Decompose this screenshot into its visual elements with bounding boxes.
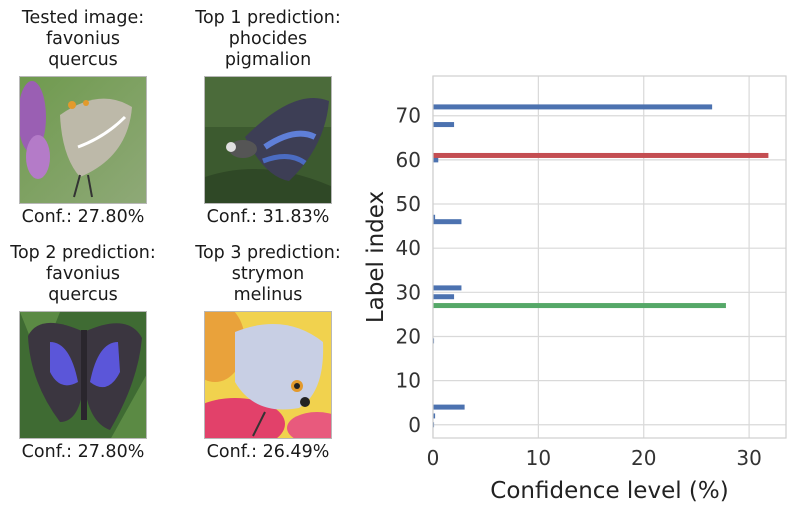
plot-frame: [432, 75, 787, 439]
bar-label-47: [433, 214, 436, 220]
y-tick-label: 10: [396, 369, 421, 393]
panel-top2: Top 2 prediction: favonius quercus: [8, 243, 158, 306]
butterfly-image-top2: [19, 311, 147, 439]
butterfly-image-top1: [204, 76, 332, 204]
panel-title: Top 1 prediction: phocides pigmalion: [195, 8, 341, 70]
y-axis-label: Label index: [363, 191, 389, 323]
x-tick-label: 10: [526, 446, 551, 470]
y-tick-label: 0: [408, 413, 421, 437]
panel-title: Top 2 prediction: favonius quercus: [10, 243, 156, 305]
bar-label-60: [433, 157, 439, 163]
bar-label-29: [433, 294, 455, 300]
x-axis-label: Confidence level (%): [490, 478, 728, 504]
conf-top2: Conf.: 27.80%: [21, 442, 145, 462]
conf-top1: Conf.: 31.83%: [206, 207, 330, 227]
bar-label-4: [433, 404, 465, 410]
conf-tested: Conf.: 27.80%: [21, 207, 145, 227]
x-tick-label: 20: [631, 446, 656, 470]
bar-label-31: [433, 285, 462, 291]
y-tick-label: 20: [396, 324, 421, 348]
y-tick-label: 50: [396, 192, 421, 216]
x-tick-label: 30: [736, 446, 761, 470]
bar-label-72: [433, 104, 713, 110]
bar-label-46: [433, 219, 462, 225]
butterfly-image-top3: [204, 311, 332, 439]
bar-label-2: [433, 413, 436, 419]
panel-top3: Top 3 prediction: strymon melinus: [193, 243, 343, 306]
y-tick-label: 30: [396, 280, 421, 304]
panel-title: Top 3 prediction: strymon melinus: [195, 243, 341, 305]
y-tick-label: 70: [396, 104, 421, 128]
x-tick-label: 0: [427, 446, 440, 470]
bar-label-27: [433, 303, 726, 309]
y-tick-label: 40: [396, 236, 421, 260]
panel-tested: Tested image: favonius quercus: [8, 8, 158, 71]
bar-label-68: [433, 122, 455, 128]
bar-label-61: [433, 152, 769, 158]
panel-top1: Top 1 prediction: phocides pigmalion: [193, 8, 343, 71]
butterfly-image-tested: [19, 76, 147, 204]
conf-top3: Conf.: 26.49%: [206, 442, 330, 462]
panel-title: Tested image: favonius quercus: [21, 8, 145, 70]
y-tick-label: 60: [396, 148, 421, 172]
